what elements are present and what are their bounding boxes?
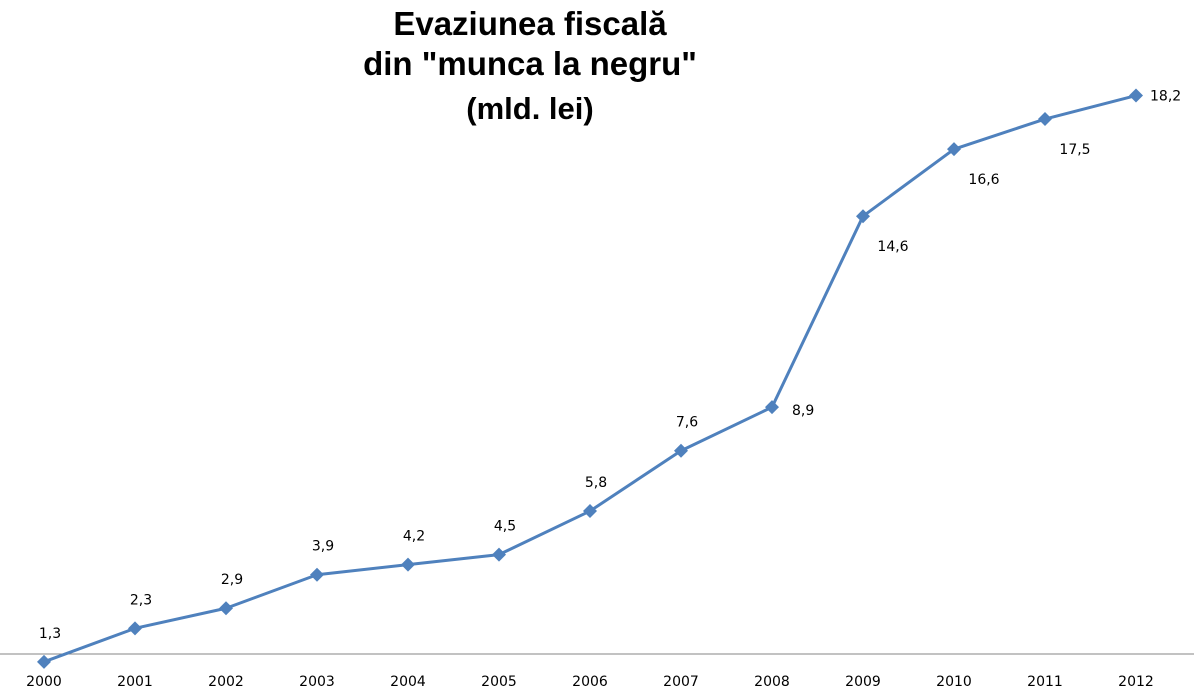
data-label: 17,5	[1059, 142, 1090, 158]
data-label: 8,9	[792, 403, 814, 419]
data-label: 14,6	[877, 239, 908, 255]
x-tick-label: 2012	[1118, 674, 1154, 690]
data-point-marker	[219, 601, 233, 616]
data-point-marker	[1038, 112, 1052, 127]
data-point-marker	[1129, 88, 1143, 103]
x-tick-label: 2005	[481, 674, 517, 690]
chart-title-block: Evaziunea fiscală din "munca la negru" (…	[0, 4, 1060, 128]
x-tick-label: 2002	[208, 674, 244, 690]
chart-subtitle: (mld. lei)	[466, 91, 594, 126]
data-label: 4,5	[494, 519, 516, 535]
x-tick-label: 2009	[845, 674, 881, 690]
x-tick-label: 2008	[754, 674, 790, 690]
data-label: 2,3	[130, 592, 152, 608]
data-label: 1,3	[39, 626, 61, 642]
data-point-marker	[583, 504, 597, 519]
data-point-marker	[128, 621, 142, 636]
data-label: 18,2	[1150, 89, 1181, 105]
data-point-marker	[765, 400, 779, 415]
chart-title: Evaziunea fiscală	[393, 5, 667, 42]
x-tick-label: 2006	[572, 674, 608, 690]
x-tick-label: 2004	[390, 674, 426, 690]
data-point-marker	[401, 557, 415, 572]
x-tick-label: 2011	[1027, 674, 1063, 690]
data-label: 7,6	[676, 415, 698, 431]
data-label: 5,8	[585, 475, 607, 491]
data-label: 4,2	[403, 529, 425, 545]
chart-title-line2: din "munca la negru"	[363, 45, 697, 82]
x-tick-label: 2007	[663, 674, 699, 690]
data-point-marker	[947, 142, 961, 157]
data-point-marker	[492, 547, 506, 562]
x-tick-label: 2003	[299, 674, 335, 690]
data-label: 3,9	[312, 539, 334, 555]
data-label: 16,6	[968, 172, 999, 188]
data-point-marker	[37, 654, 51, 669]
data-label: 2,9	[221, 572, 243, 588]
x-tick-label: 2001	[117, 674, 153, 690]
data-point-marker	[674, 443, 688, 458]
x-tick-label: 2010	[936, 674, 972, 690]
data-point-marker	[310, 567, 324, 582]
data-point-marker	[856, 209, 870, 224]
x-tick-label: 2000	[26, 674, 62, 690]
